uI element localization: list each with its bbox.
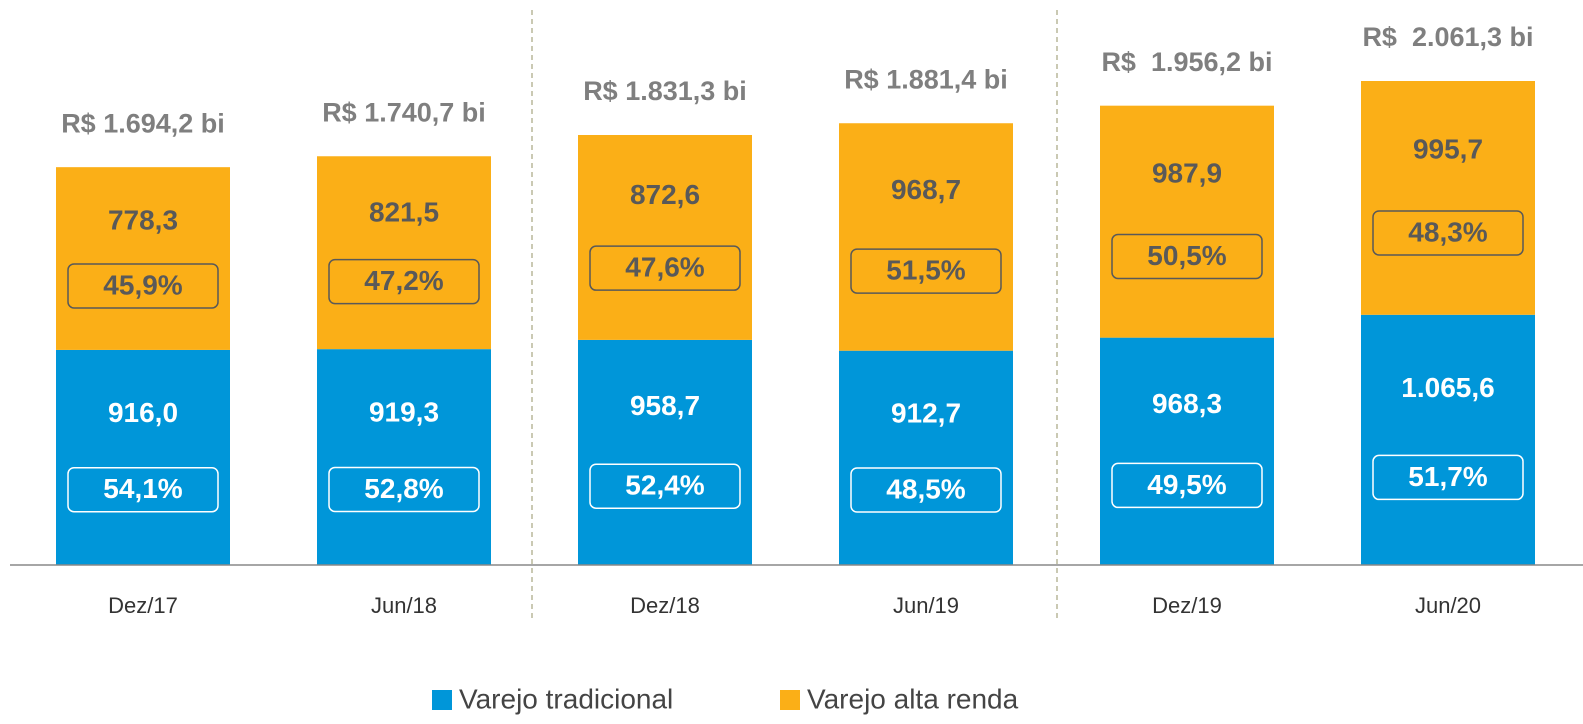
share-label: 51,7% [1408,461,1487,492]
legend-label: Varejo tradicional [459,683,673,714]
share-label: 45,9% [103,269,182,300]
total-label: R$ 1.740,7 bi [322,97,486,127]
share-box [328,258,480,305]
share-label: 51,5% [886,254,965,285]
total-label: R$ 2.061,3 bi [1362,22,1533,52]
share-box [1372,210,1524,256]
bar-segment [56,349,230,565]
value-label: 916,0 [108,397,178,428]
bar-segment [317,156,491,350]
x-tick-label: Dez/19 [1152,593,1222,618]
share-box [67,466,219,513]
x-tick-label: Jun/19 [893,593,959,618]
legend-swatch [780,690,800,710]
total-label: R$ 1.956,2 bi [1101,47,1272,77]
value-label: 958,7 [630,390,700,421]
share-label: 48,5% [886,473,965,504]
bar-segment [1100,105,1274,338]
x-tick-label: Jun/20 [1415,593,1481,618]
legend-swatch [432,690,452,710]
value-label: 912,7 [891,397,961,428]
share-label: 48,3% [1408,216,1487,247]
bar-segment [839,350,1013,565]
value-label: 872,6 [630,179,700,210]
legend-label: Varejo alta renda [807,683,1019,714]
total-label: R$ 1.831,3 bi [583,76,747,106]
share-label: 47,2% [364,265,443,296]
value-label: 1.065,6 [1401,372,1494,403]
share-box [328,466,480,513]
value-label: 968,7 [891,174,961,205]
bar-segment [56,167,230,350]
bar-segment [578,135,752,340]
x-tick-label: Jun/18 [371,593,437,618]
total-label: R$ 1.694,2 bi [61,108,225,138]
value-label: 778,3 [108,204,178,235]
total-label: R$ 1.881,4 bi [844,64,1008,94]
bar-segment [578,339,752,565]
bar-segment [317,349,491,565]
share-label: 52,8% [364,473,443,504]
share-label: 49,5% [1147,469,1226,500]
share-box [67,263,219,309]
bar-segment [839,123,1013,351]
share-box [850,467,1002,513]
share-box [589,463,741,509]
x-tick-label: Dez/18 [630,593,700,618]
value-label: 821,5 [369,197,439,228]
value-label: 987,9 [1152,158,1222,189]
value-label: 995,7 [1413,134,1483,165]
share-label: 54,1% [103,473,182,504]
share-box [1372,454,1524,501]
bar-segment [1100,337,1274,565]
x-tick-label: Dez/17 [108,593,178,618]
share-box [850,248,1002,294]
share-box [589,245,741,291]
share-box [1111,233,1263,280]
value-label: 919,3 [369,396,439,427]
share-label: 47,6% [625,252,704,283]
value-label: 968,3 [1152,388,1222,419]
share-label: 52,4% [625,470,704,501]
share-box [1111,462,1263,509]
bar-segment [1361,314,1535,565]
bar-segment [1361,81,1535,315]
share-label: 50,5% [1147,240,1226,271]
